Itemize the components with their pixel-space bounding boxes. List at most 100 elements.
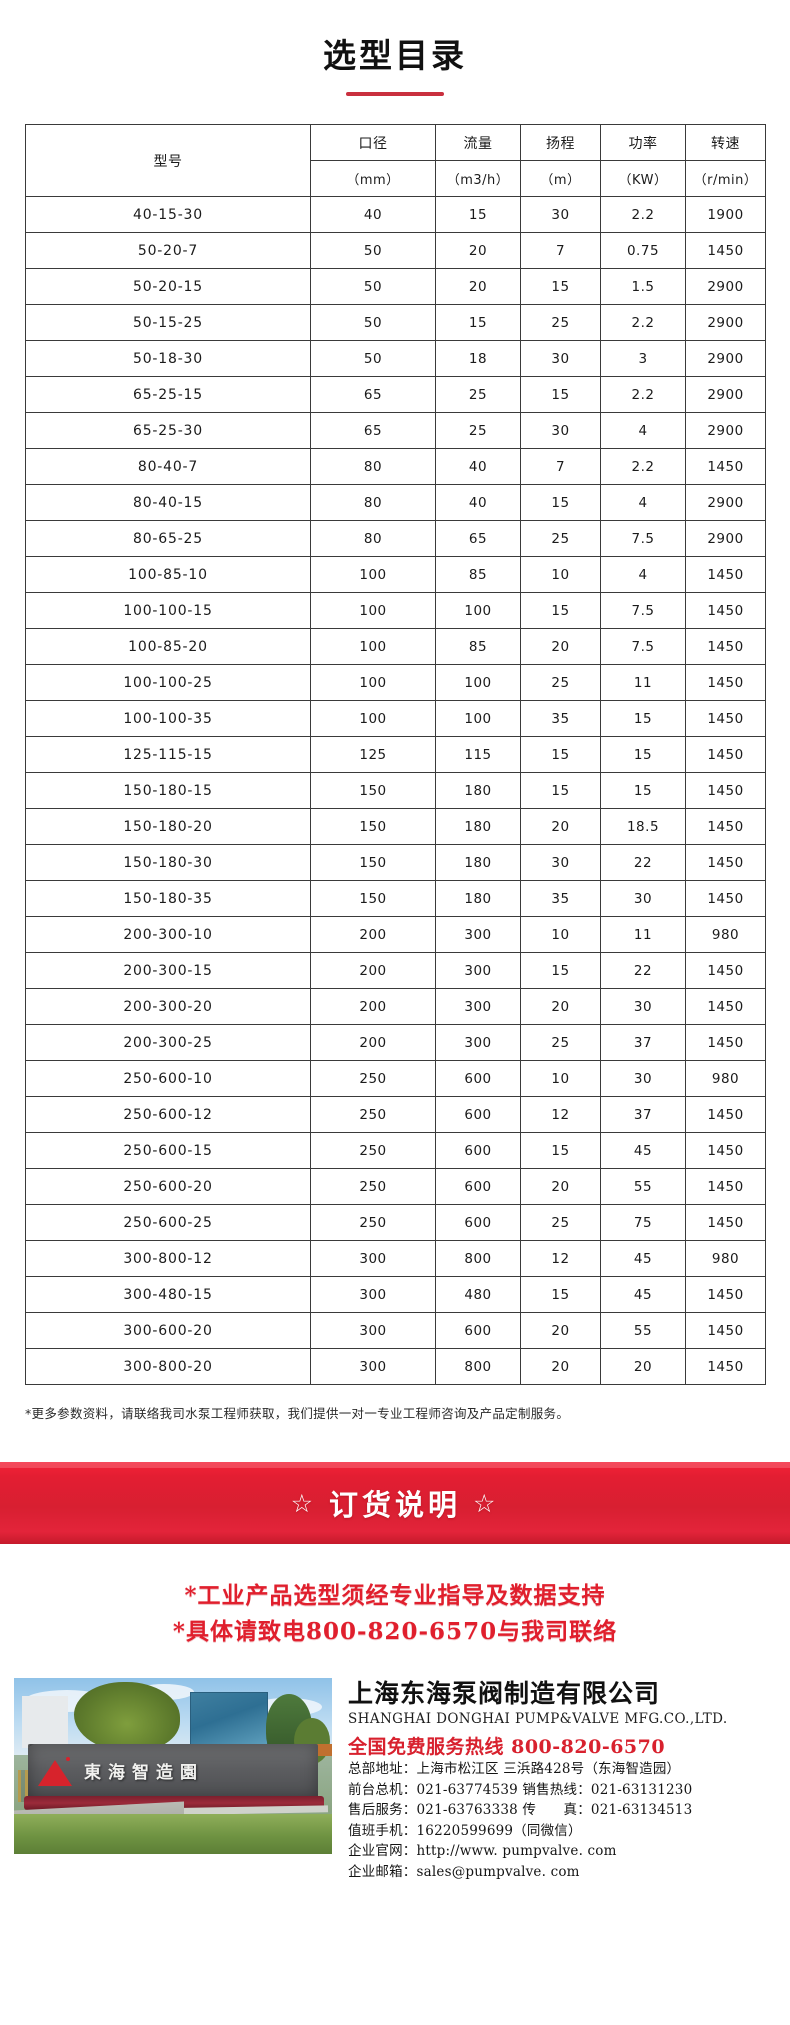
cell-model: 200-300-20: [25, 988, 311, 1026]
cell-bore: 150: [310, 808, 436, 846]
cell-flow: 25: [435, 412, 521, 450]
table-head: 型号 口径 流量 扬程 功率 转速 （mm） （m3/h） （m） （KW） （…: [25, 124, 766, 198]
cell-model: 150-180-35: [25, 880, 311, 918]
cell-model: 125-115-15: [25, 736, 311, 774]
cell-speed: 1450: [685, 772, 766, 810]
table-footnote: *更多参数资料，请联络我司水泵工程师获取，我们提供一对一专业工程师咨询及产品定制…: [25, 1406, 570, 1422]
cell-bore: 150: [310, 772, 436, 810]
cell-head: 20: [520, 1312, 601, 1350]
cell-speed: 2900: [685, 304, 766, 342]
cell-speed: 2900: [685, 268, 766, 306]
cell-bore: 80: [310, 520, 436, 558]
cell-flow: 180: [435, 844, 521, 882]
table-row: 300-800-20 300 800 20 20 1450: [25, 1348, 766, 1386]
star-left-icon: ☆: [290, 1488, 317, 1518]
table-row: 50-20-7 50 20 7 0.75 1450: [25, 232, 766, 270]
unit-power: （KW）: [600, 160, 686, 198]
table-row: 50-20-15 50 20 15 1.5 2900: [25, 268, 766, 306]
page-header: 选型目录: [0, 0, 790, 97]
cell-flow: 480: [435, 1276, 521, 1314]
table-row: 65-25-15 65 25 15 2.2 2900: [25, 376, 766, 414]
table-row: 150-180-30 150 180 30 22 1450: [25, 844, 766, 882]
cell-speed: 1450: [685, 664, 766, 702]
company-info: 上海东海泵阀制造有限公司 SHANGHAI DONGHAI PUMP&VALVE…: [348, 1678, 778, 1883]
header-power: 功率: [600, 124, 686, 162]
cell-power: 15: [600, 772, 686, 810]
cell-speed: 2900: [685, 412, 766, 450]
cell-flow: 600: [435, 1096, 521, 1134]
cell-speed: 1450: [685, 232, 766, 270]
cell-power: 2.2: [600, 304, 686, 342]
cell-bore: 250: [310, 1168, 436, 1206]
table-row: 100-100-15 100 100 15 7.5 1450: [25, 592, 766, 630]
cell-head: 20: [520, 628, 601, 666]
cell-speed: 980: [685, 916, 766, 954]
cell-bore: 150: [310, 844, 436, 882]
company-name-cn: 上海东海泵阀制造有限公司: [348, 1678, 661, 1708]
cell-head: 35: [520, 700, 601, 738]
cell-bore: 65: [310, 376, 436, 414]
white-building: [22, 1695, 68, 1748]
cell-head: 20: [520, 1348, 601, 1386]
cell-head: 20: [520, 1168, 601, 1206]
cell-head: 30: [520, 196, 601, 234]
cell-model: 50-18-30: [25, 340, 311, 378]
cell-speed: 1900: [685, 196, 766, 234]
cell-model: 250-600-15: [25, 1132, 311, 1170]
table-row: 250-600-10 250 600 10 30 980: [25, 1060, 766, 1098]
cell-bore: 100: [310, 700, 436, 738]
cell-head: 30: [520, 340, 601, 378]
cell-bore: 50: [310, 268, 436, 306]
cell-model: 200-300-15: [25, 952, 311, 990]
company-name-en: SHANGHAI DONGHAI PUMP&VALVE MFG.CO.,LTD.: [348, 1711, 728, 1728]
header-bore: 口径: [310, 124, 436, 162]
cell-head: 12: [520, 1096, 601, 1134]
cell-speed: 2900: [685, 376, 766, 414]
cell-power: 37: [600, 1024, 686, 1062]
header-row-units: （mm） （m3/h） （m） （KW） （r/min）: [26, 160, 766, 198]
cell-power: 37: [600, 1096, 686, 1134]
cell-bore: 40: [310, 196, 436, 234]
cell-bore: 300: [310, 1276, 436, 1314]
triangle-shape: [38, 1759, 72, 1786]
cell-flow: 20: [435, 268, 521, 306]
pump-selection-table: 型号 口径 流量 扬程 功率 转速 （mm） （m3/h） （m） （KW） （…: [25, 124, 766, 1386]
cell-speed: 1450: [685, 988, 766, 1026]
cell-power: 45: [600, 1240, 686, 1278]
table-row: 250-600-15 250 600 15 45 1450: [25, 1132, 766, 1170]
cell-bore: 300: [310, 1312, 436, 1350]
cell-flow: 180: [435, 772, 521, 810]
cell-speed: 2900: [685, 340, 766, 378]
cell-power: 45: [600, 1132, 686, 1170]
contact-line: 值班手机：16220599699（同微信）: [348, 1822, 582, 1839]
cell-flow: 800: [435, 1240, 521, 1278]
cell-speed: 1450: [685, 952, 766, 990]
contact-line: 售后服务：021-63763338 传 真：021-63134513: [348, 1802, 693, 1819]
cell-head: 30: [520, 844, 601, 882]
cell-head: 15: [520, 592, 601, 630]
unit-speed: （r/min）: [685, 160, 766, 198]
header-head: 扬程: [520, 124, 601, 162]
cell-power: 2.2: [600, 448, 686, 486]
cell-head: 25: [520, 664, 601, 702]
cell-model: 250-600-20: [25, 1168, 311, 1206]
cell-power: 2.2: [600, 196, 686, 234]
page-title: 选型目录: [323, 36, 467, 75]
cell-head: 12: [520, 1240, 601, 1278]
logo-dot: [66, 1756, 70, 1761]
cell-flow: 15: [435, 304, 521, 342]
table-row: 40-15-30 40 15 30 2.2 1900: [25, 196, 766, 234]
cell-head: 25: [520, 1204, 601, 1242]
table-row: 200-300-20 200 300 20 30 1450: [25, 988, 766, 1026]
cell-model: 65-25-15: [25, 376, 311, 414]
cell-speed: 1450: [685, 1132, 766, 1170]
cell-model: 80-65-25: [25, 520, 311, 558]
cell-bore: 50: [310, 304, 436, 342]
cell-power: 4: [600, 412, 686, 450]
cell-model: 100-85-10: [25, 556, 311, 594]
order-notes: *工业产品选型须经专业指导及数据支持 *具体请致电800-820-6570与我司…: [0, 1578, 790, 1649]
cell-power: 30: [600, 880, 686, 918]
cell-flow: 180: [435, 880, 521, 918]
cell-speed: 1450: [685, 808, 766, 846]
cell-flow: 15: [435, 196, 521, 234]
